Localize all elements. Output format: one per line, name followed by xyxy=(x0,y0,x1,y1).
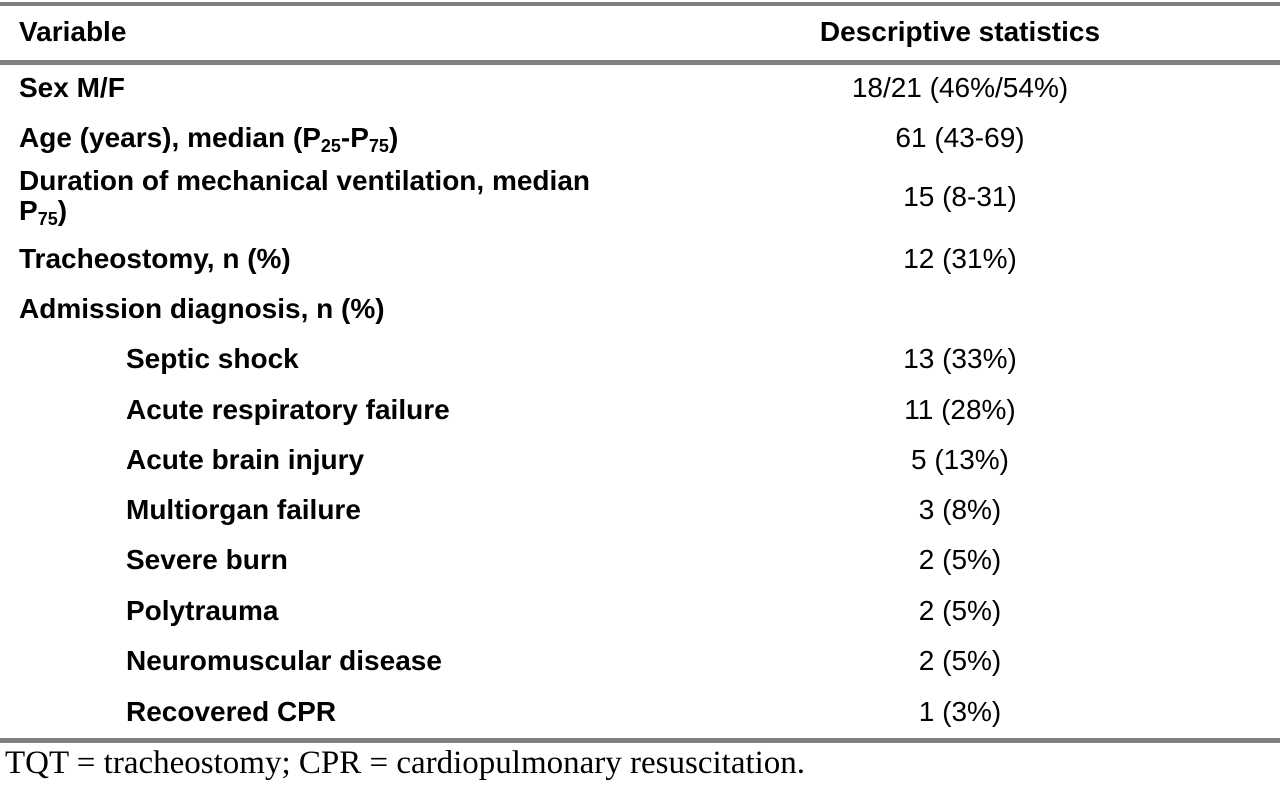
row-label: Neuromuscular disease xyxy=(126,645,442,676)
row-value: 2 (5%) xyxy=(918,544,1002,575)
table-footnote: TQT = tracheostomy; CPR = cardiopulmonar… xyxy=(5,745,806,781)
column-header-statistics: Descriptive statistics xyxy=(819,16,1101,47)
row-value: 2 (5%) xyxy=(918,645,1002,676)
row-value: 11 (28%) xyxy=(904,394,1016,425)
row-value: 1 (3%) xyxy=(918,696,1002,727)
row-label: Admission diagnosis, n (%) xyxy=(19,293,385,324)
table-top-rule xyxy=(0,2,1280,6)
row-value: 2 (5%) xyxy=(918,595,1002,626)
row-value: 12 (31%) xyxy=(903,243,1017,274)
row-label: Duration of mechanical ventilation, medi… xyxy=(19,165,590,229)
row-label: Tracheostomy, n (%) xyxy=(19,243,291,274)
row-value: 18/21 (46%/54%) xyxy=(851,72,1069,103)
row-label: Acute brain injury xyxy=(126,444,365,475)
row-label: Age (years), median (P25-P75) xyxy=(19,122,399,156)
row-label: Polytrauma xyxy=(126,595,279,626)
table-bottom-rule xyxy=(0,738,1280,743)
row-label: Recovered CPR xyxy=(126,696,337,727)
row-value: 15 (8-31) xyxy=(903,181,1017,212)
column-header-variable: Variable xyxy=(19,16,127,47)
row-value: 5 (13%) xyxy=(910,444,1010,475)
row-label: Severe burn xyxy=(126,544,288,575)
row-value: 13 (33%) xyxy=(903,343,1017,374)
row-value: 3 (8%) xyxy=(918,494,1002,525)
row-label: Acute respiratory failure xyxy=(126,394,450,425)
row-label: Multiorgan failure xyxy=(126,494,361,525)
row-label: Sex M/F xyxy=(19,72,125,103)
row-label: Septic shock xyxy=(126,343,299,374)
header-rule xyxy=(0,60,1280,65)
row-value: 61 (43-69) xyxy=(895,122,1025,153)
